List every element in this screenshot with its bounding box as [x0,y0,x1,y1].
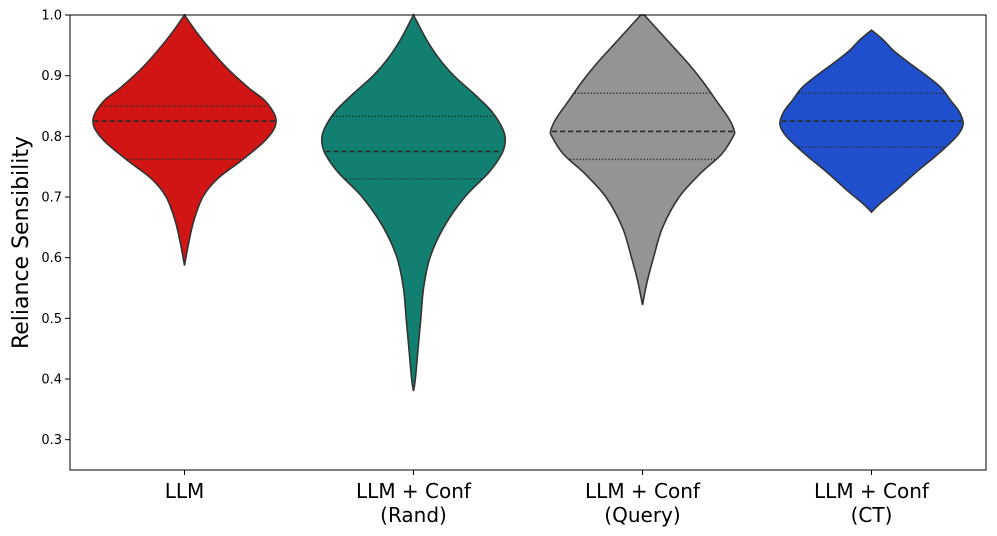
x-tick-label-line2: (Query) [604,503,680,527]
y-tick-label: 1.0 [41,9,62,24]
y-tick-label: 0.3 [41,433,62,448]
violins-layer [92,13,964,392]
y-axis-ticks: 0.3 0.4 0.5 0.6 0.7 0.8 0.9 1.0 [41,9,70,448]
y-tick-label: 0.7 [41,191,62,206]
violin-body [92,13,277,266]
y-axis-label: Reliance Sensibility [9,136,34,349]
plot-frame [69,14,987,471]
y-tick-label: 0.9 [41,69,62,84]
x-tick-label-line2: (Rand) [380,503,447,527]
violin-body [549,14,736,306]
x-tick-label: LLM + Conf [356,479,472,503]
x-tick-label-line2: (CT) [851,503,893,527]
y-tick-label: 0.4 [41,373,62,388]
x-tick-label: LLM [165,479,205,503]
y-tick-label: 0.8 [41,130,62,145]
x-tick-label: LLM + Conf [814,479,930,503]
x-tick-label: LLM + Conf [585,479,701,503]
y-tick-label: 0.5 [41,312,62,327]
x-axis-ticks: LLM LLM + Conf(Rand)LLM + Conf(Query)LLM … [165,470,930,527]
y-tick-label: 0.6 [41,251,62,266]
violin-body [320,13,507,392]
